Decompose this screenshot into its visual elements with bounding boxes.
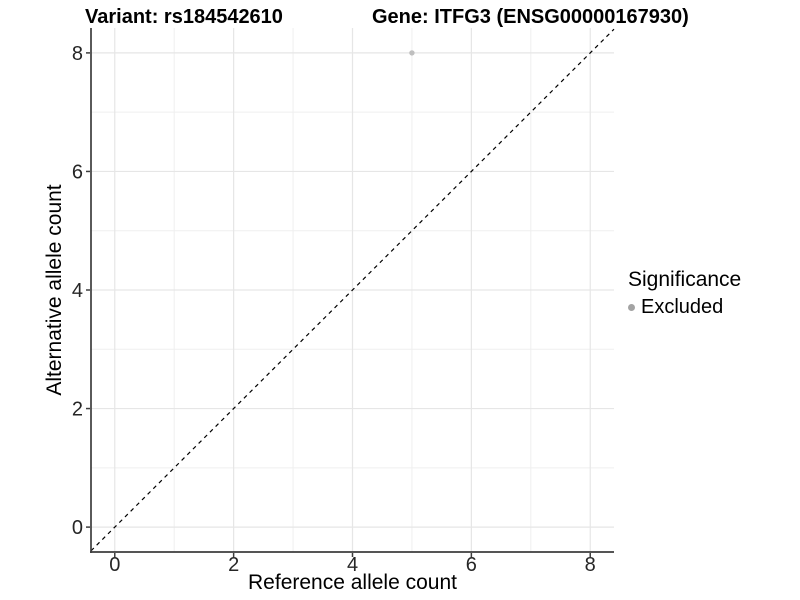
x-axis-title: Reference allele count: [248, 571, 457, 594]
y-tick-label: 8: [72, 43, 83, 65]
data-point: [409, 50, 415, 56]
legend-items: Excluded: [628, 296, 741, 319]
y-tick-label: 6: [72, 161, 83, 183]
legend: Significance Excluded: [628, 268, 741, 319]
identity-reference-line: [90, 28, 615, 552]
y-tick-label: 2: [72, 399, 83, 421]
x-tick-label: 4: [347, 554, 358, 576]
legend-title: Significance: [628, 268, 742, 291]
legend-item-label: Excluded: [641, 296, 724, 318]
x-tick-label: 2: [228, 554, 239, 576]
x-tick-label: 8: [585, 554, 596, 576]
y-tick-label: 0: [72, 517, 83, 539]
variant-title: Variant: rs184542610: [85, 6, 283, 28]
x-tick-label: 6: [466, 554, 477, 576]
gene-title: Gene: ITFG3 (ENSG00000167930): [372, 6, 689, 28]
x-tick-label: 0: [109, 554, 120, 576]
y-axis-title: Alternative allele count: [43, 184, 66, 396]
legend-item: Excluded: [628, 296, 741, 319]
legend-key-dot-icon: [628, 304, 635, 311]
y-tick-label: 4: [72, 280, 83, 302]
